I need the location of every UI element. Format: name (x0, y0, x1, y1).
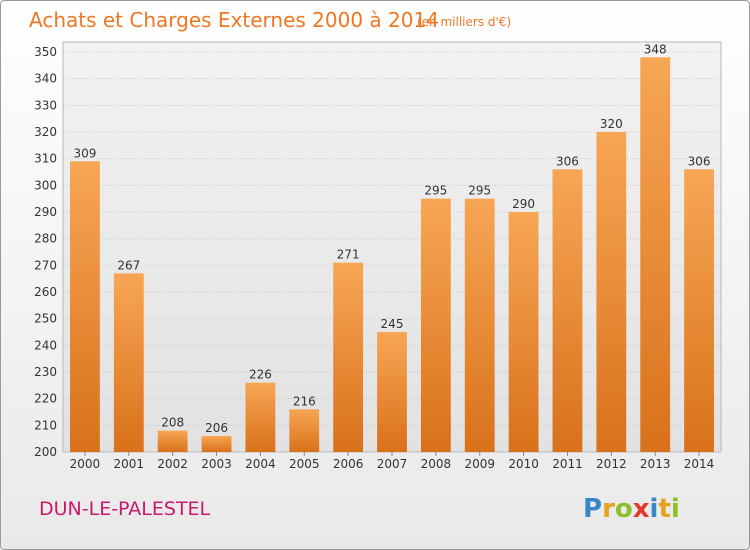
logo-letter: o (615, 494, 633, 524)
y-tick-label: 220 (34, 392, 57, 406)
x-tick-label-2012: 2012 (596, 457, 627, 471)
x-tick-label-2005: 2005 (289, 457, 320, 471)
bar-2005 (289, 409, 320, 452)
proxiti-logo: Proxiti (583, 494, 680, 524)
bars (70, 57, 714, 453)
bar-2010 (508, 212, 539, 452)
y-tick-label: 210 (34, 418, 57, 432)
y-tick-label: 250 (34, 312, 57, 326)
value-label-2010: 290 (512, 197, 535, 211)
y-tick-label: 310 (34, 152, 57, 166)
value-label-2011: 306 (556, 154, 579, 168)
value-label-2013: 348 (644, 42, 667, 56)
x-tick-label-2003: 2003 (201, 457, 232, 471)
logo-letter: r (602, 494, 615, 524)
y-tick-label: 200 (34, 445, 57, 459)
bar-2004 (245, 382, 276, 452)
y-tick-label: 340 (34, 72, 57, 86)
logo-letter: x (633, 494, 650, 524)
y-tick-label: 230 (34, 365, 57, 379)
bar-2006 (333, 262, 364, 452)
bar-2003 (201, 436, 232, 452)
x-tick-label-2009: 2009 (464, 457, 495, 471)
value-label-2005: 216 (293, 394, 316, 408)
value-label-2009: 295 (468, 184, 491, 198)
x-tick-label-2001: 2001 (114, 457, 145, 471)
y-tick-label: 260 (34, 285, 57, 299)
chart-unit: (en milliers d'€) (417, 15, 511, 29)
bar-2011 (552, 169, 583, 453)
chart-title: Achats et Charges Externes 2000 à 2014 (29, 8, 439, 32)
bar-2000 (70, 161, 100, 453)
value-label-2014: 306 (688, 154, 711, 168)
x-tick-label-2008: 2008 (421, 457, 452, 471)
value-label-2002: 208 (161, 416, 184, 430)
logo-letter: i (650, 494, 659, 524)
value-label-2008: 295 (424, 184, 447, 198)
bar-2012 (596, 132, 627, 452)
value-label-2007: 245 (381, 317, 404, 331)
y-tick-label: 290 (34, 205, 57, 219)
x-tick-label-2014: 2014 (684, 457, 715, 471)
y-tick-label: 270 (34, 258, 57, 272)
value-label-2001: 267 (117, 258, 140, 272)
y-tick-label: 300 (34, 178, 57, 192)
x-tick-label-2006: 2006 (333, 457, 364, 471)
value-label-2006: 271 (337, 248, 360, 262)
bar-2014 (684, 169, 714, 453)
x-tick-label-2011: 2011 (552, 457, 583, 471)
bar-2008 (420, 198, 451, 452)
bar-2007 (377, 332, 407, 452)
y-tick-label: 320 (34, 125, 57, 139)
y-tick-label: 350 (34, 45, 57, 59)
value-label-2000: 309 (73, 146, 96, 160)
value-labels: 309 267 208 206 226 216 271 245 295 295 290 306 320 3… (73, 42, 710, 435)
logo-letter: P (583, 494, 602, 524)
place-name: DUN-LE-PALESTEL (39, 498, 211, 520)
x-tick-label-2000: 2000 (70, 457, 101, 471)
value-label-2003: 206 (205, 421, 228, 435)
logo-letter: t (658, 494, 670, 524)
bar-2002 (157, 430, 188, 452)
x-tick-label-2010: 2010 (508, 457, 539, 471)
bar-2013 (640, 57, 671, 452)
bar-2001 (113, 273, 144, 452)
x-tick-label-2002: 2002 (157, 457, 188, 471)
x-tick-label-2004: 2004 (245, 457, 276, 471)
y-tick-label: 330 (34, 98, 57, 112)
logo-letter: i (671, 494, 680, 524)
x-tick-label-2013: 2013 (640, 457, 671, 471)
bar-2009 (464, 198, 495, 452)
value-label-2004: 226 (249, 368, 272, 382)
y-tick-label: 240 (34, 338, 57, 352)
x-tick-label-2007: 2007 (377, 457, 408, 471)
y-axis: 200 210 220 230 240 250 260 270 280 290 300 310 320 3… (34, 45, 57, 459)
value-label-2012: 320 (600, 117, 623, 131)
x-axis: 2000 2001 2002 2003 2004 2005 2006 2007 2008 2009… (70, 452, 715, 471)
y-tick-label: 280 (34, 232, 57, 246)
